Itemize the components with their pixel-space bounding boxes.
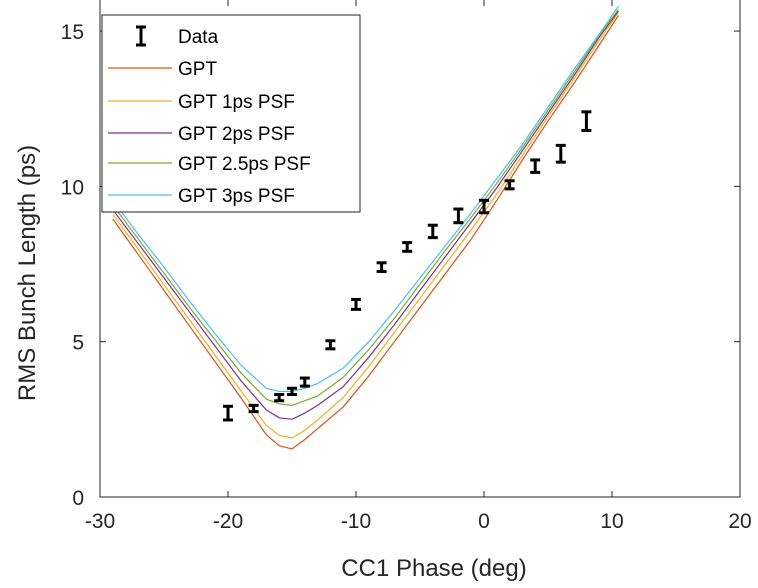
error-bar-point [248, 403, 259, 414]
legend-label-gpt-2ps-psf: GPT 2ps PSF [178, 124, 295, 145]
x-tick-label: 10 [600, 510, 623, 533]
legend-label-data: Data [178, 27, 219, 48]
error-bars [223, 110, 592, 422]
error-bar-point [223, 404, 233, 422]
legend-box [101, 14, 361, 213]
error-bar-point [299, 376, 310, 388]
x-axis-label: CC1 Phase (deg) [341, 555, 526, 582]
legend-label-gpt-3ps-psf: GPT 3ps PSF [178, 186, 295, 207]
error-bar-point [287, 386, 297, 396]
error-bar-point [325, 339, 336, 351]
y-tick-label: 0 [72, 487, 84, 510]
x-tick-label: -20 [213, 510, 243, 533]
series-lines [112, 5, 619, 450]
x-tick-label: -30 [85, 510, 115, 533]
series-line-gpt-2ps-psf [112, 10, 619, 420]
error-bar-point [504, 179, 515, 191]
error-bar-point [274, 392, 285, 403]
x-tick-label: 0 [478, 510, 490, 533]
tick-labels: -30 -20 -10 0 10 20 0 5 10 15 [61, 21, 752, 533]
error-bar-point [351, 297, 361, 311]
series-line-gpt [112, 15, 619, 450]
error-bar-point [581, 110, 592, 132]
error-bar-point [427, 223, 438, 240]
axes-frame [99, 0, 741, 498]
legend-label-gpt-1ps-psf: GPT 1ps PSF [178, 92, 295, 113]
series-line-gpt-3ps-psf [112, 5, 619, 392]
error-bar-point [555, 143, 566, 164]
error-bar-point [530, 158, 541, 174]
y-tick-label: 15 [61, 21, 84, 44]
y-axis-label: RMS Bunch Length (ps) [14, 145, 41, 401]
series-line-gpt-2-5ps-psf [112, 8, 619, 407]
error-bar-point [453, 207, 464, 225]
legend-label-gpt: GPT [178, 59, 217, 80]
y-tick-label: 10 [61, 176, 84, 199]
error-bar-point [402, 241, 413, 253]
legend-label-gpt-2-5ps-psf: GPT 2.5ps PSF [178, 154, 311, 175]
legend: Data GPT GPT 1ps PSF GPT 2ps PSF GPT 2.5ps P… [101, 14, 361, 213]
series-line-gpt-1ps-psf [112, 12, 619, 439]
error-bar-point [479, 198, 489, 215]
x-tick-label: -10 [341, 510, 371, 533]
x-tick-label: 20 [728, 510, 751, 533]
error-bar-point [376, 261, 387, 273]
y-tick-label: 5 [72, 332, 84, 355]
